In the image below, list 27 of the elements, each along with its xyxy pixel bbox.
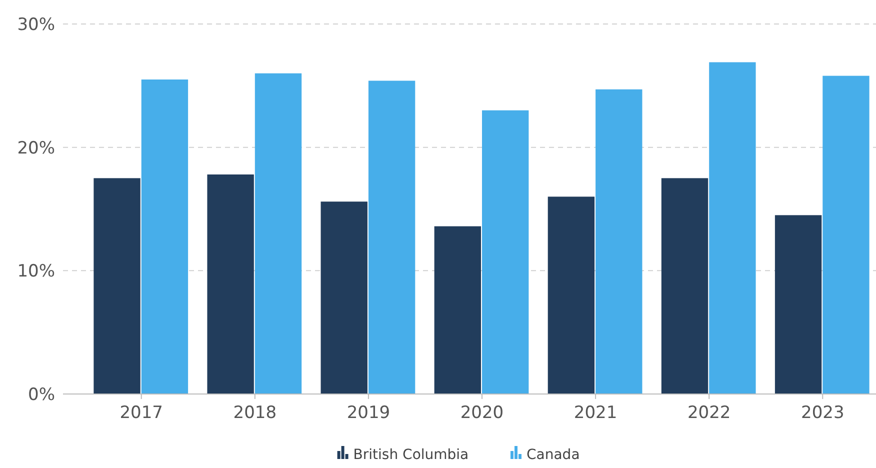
bar: [822, 76, 870, 394]
bar: [596, 89, 642, 394]
x-tick-label: 2020: [460, 403, 504, 423]
bar: [661, 178, 708, 394]
y-tick-label: 10%: [17, 262, 55, 282]
y-tick-label: 20%: [17, 138, 55, 158]
x-tick-label: 2019: [346, 403, 390, 423]
x-tick-label: 2023: [801, 403, 844, 423]
x-tick-label: 2017: [120, 403, 163, 423]
bar: [94, 178, 140, 394]
bar: [709, 62, 756, 394]
bar: [368, 80, 416, 394]
x-tick-label: 2021: [574, 403, 618, 423]
bar: [548, 196, 595, 394]
y-tick-label: 30%: [17, 14, 55, 35]
bar: [774, 215, 822, 394]
bar: [141, 80, 188, 394]
x-tick-label: 2022: [687, 403, 731, 423]
bar: [254, 73, 302, 394]
bar: [482, 110, 529, 394]
legend-label: Canada: [526, 447, 580, 463]
bar: [207, 174, 254, 394]
bar: [320, 202, 368, 394]
legend-label: British Columbia: [353, 447, 469, 463]
y-tick-label: 0%: [28, 384, 55, 405]
bar: [434, 226, 481, 394]
x-tick-label: 2018: [233, 403, 277, 423]
